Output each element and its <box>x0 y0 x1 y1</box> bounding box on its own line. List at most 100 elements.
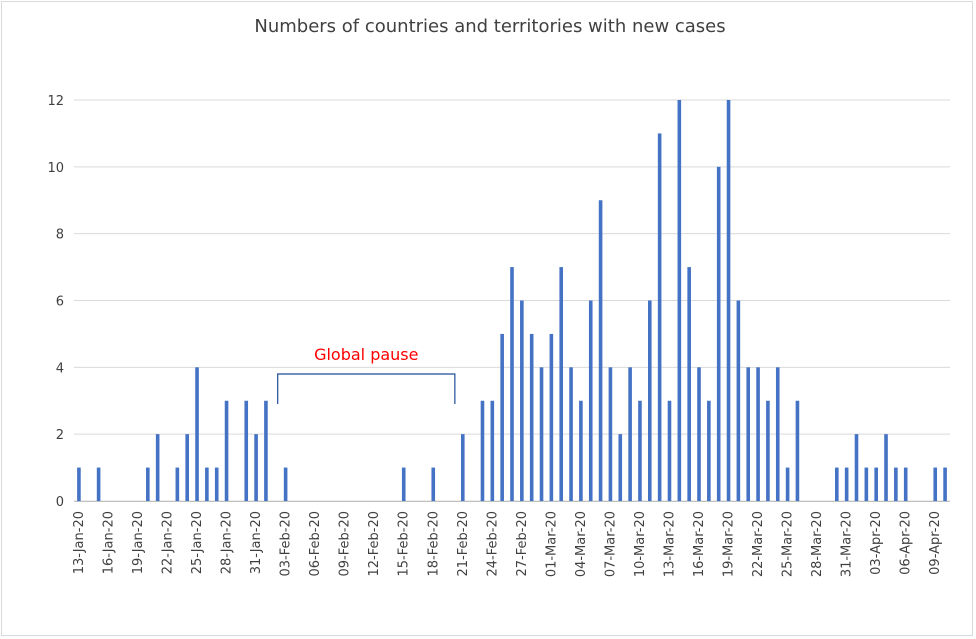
x-tick-label: 06-Apr-20 <box>899 511 914 575</box>
x-tick-label: 31-Mar-20 <box>840 511 855 577</box>
bar-01-Feb-20 <box>264 400 268 501</box>
x-tick-label: 03-Feb-20 <box>279 511 294 576</box>
x-tick-label: 07-Mar-20 <box>603 511 618 577</box>
bar-01-Mar-20 <box>549 333 554 501</box>
bar-21-Jan-20 <box>155 434 160 501</box>
bar-06-Mar-20 <box>598 200 603 501</box>
x-tick-label: 12-Feb-20 <box>367 511 382 576</box>
bar-25-Feb-20 <box>500 333 504 501</box>
bar-17-Mar-20 <box>707 400 711 501</box>
bar-29-Feb-20 <box>539 367 544 501</box>
bar-26-Mar-20 <box>795 400 800 501</box>
y-tick-label: 6 <box>56 295 64 310</box>
bar-series <box>77 100 947 502</box>
x-tick-label: 19-Mar-20 <box>722 511 737 577</box>
bar-16-Mar-20 <box>697 367 701 501</box>
bar-30-Mar-20 <box>835 467 839 501</box>
y-tick-label: 12 <box>47 94 64 109</box>
x-tick-label: 18-Feb-20 <box>426 511 441 576</box>
x-tick-label: 10-Mar-20 <box>633 511 648 577</box>
bar-21-Feb-20 <box>460 434 465 501</box>
bar-25-Jan-20 <box>195 367 199 501</box>
x-tick-label: 15-Feb-20 <box>397 511 412 576</box>
bar-12-Mar-20 <box>657 133 662 501</box>
bar-08-Mar-20 <box>618 434 623 501</box>
bar-24-Mar-20 <box>775 367 780 501</box>
bar-13-Mar-20 <box>667 400 672 501</box>
annotation-bracket <box>277 373 456 405</box>
x-tick-label: 13-Mar-20 <box>662 511 677 577</box>
annotation-label: Global pause <box>314 345 418 364</box>
y-tick-label: 8 <box>56 228 64 243</box>
bar-23-Jan-20 <box>175 467 180 501</box>
x-tick-label: 04-Mar-20 <box>574 511 589 577</box>
bar-01-Apr-20 <box>854 434 859 501</box>
bar-31-Jan-20 <box>254 434 258 501</box>
x-tick-label: 25-Mar-20 <box>781 511 796 577</box>
x-tick-label: 09-Apr-20 <box>928 511 943 575</box>
bar-22-Mar-20 <box>756 367 760 501</box>
x-tick-label: 31-Jan-20 <box>249 511 264 574</box>
y-tick-label: 0 <box>56 495 64 510</box>
x-tick-label: 21-Feb-20 <box>456 511 471 576</box>
bar-18-Mar-20 <box>716 166 721 502</box>
x-tick-label: 03-Apr-20 <box>869 511 884 575</box>
bar-03-Mar-20 <box>569 367 573 501</box>
y-tick-label: 2 <box>56 428 64 443</box>
bar-15-Jan-20 <box>96 467 101 501</box>
x-tick-label: 01-Mar-20 <box>544 511 559 577</box>
bar-30-Jan-20 <box>244 400 249 501</box>
bar-05-Apr-20 <box>894 467 898 501</box>
bar-06-Apr-20 <box>903 467 908 501</box>
x-tick-label: 28-Jan-20 <box>220 511 235 574</box>
bar-15-Mar-20 <box>687 267 691 501</box>
bar-27-Jan-20 <box>214 467 219 501</box>
bar-19-Mar-20 <box>726 100 731 501</box>
x-tick-label: 24-Feb-20 <box>485 511 500 576</box>
bar-02-Mar-20 <box>559 267 564 501</box>
bar-26-Jan-20 <box>205 467 209 501</box>
x-tick-label: 19-Jan-20 <box>131 511 146 574</box>
bar-15-Feb-20 <box>401 467 406 501</box>
bar-18-Feb-20 <box>431 467 436 501</box>
x-tick-label: 06-Feb-20 <box>308 511 323 576</box>
bar-24-Feb-20 <box>490 400 495 501</box>
x-tick-label: 22-Jan-20 <box>161 511 176 574</box>
bar-27-Feb-20 <box>520 300 524 501</box>
bar-04-Apr-20 <box>884 434 888 501</box>
x-tick-label: 16-Mar-20 <box>692 511 707 577</box>
x-tick-label: 22-Mar-20 <box>751 511 766 577</box>
y-axis: 0 2 4 6 8 10 12 <box>47 94 64 510</box>
y-tick-label: 10 <box>47 161 64 176</box>
bar-26-Feb-20 <box>510 267 514 501</box>
bar-25-Mar-20 <box>785 467 790 501</box>
bar-05-Mar-20 <box>588 300 593 501</box>
x-tick-label: 27-Feb-20 <box>515 511 530 576</box>
x-tick-label: 25-Jan-20 <box>190 511 205 574</box>
y-tick-label: 4 <box>56 361 64 376</box>
bar-28-Feb-20 <box>529 333 534 501</box>
x-tick-label: 16-Jan-20 <box>101 511 116 574</box>
bar-03-Apr-20 <box>874 467 878 501</box>
bar-14-Mar-20 <box>677 100 682 501</box>
bar-02-Apr-20 <box>864 467 869 501</box>
x-tick-label: 28-Mar-20 <box>810 511 825 577</box>
x-tick-label: 13-Jan-20 <box>72 511 87 574</box>
bar-24-Jan-20 <box>185 434 189 501</box>
bar-09-Mar-20 <box>628 367 632 501</box>
bar-10-Apr-20 <box>943 467 947 501</box>
annotation-group: Global pause <box>277 345 456 405</box>
bar-03-Feb-20 <box>283 467 288 501</box>
bar-20-Mar-20 <box>736 300 741 501</box>
bar-09-Apr-20 <box>933 467 938 501</box>
bar-04-Mar-20 <box>579 400 583 501</box>
bar-31-Mar-20 <box>844 467 849 501</box>
bar-23-Mar-20 <box>766 400 770 501</box>
bar-10-Mar-20 <box>638 400 642 501</box>
x-tick-label: 09-Feb-20 <box>338 511 353 576</box>
chart-title: Numbers of countries and territories wit… <box>254 16 725 37</box>
bar-21-Mar-20 <box>746 367 751 501</box>
bar-20-Jan-20 <box>146 467 150 501</box>
